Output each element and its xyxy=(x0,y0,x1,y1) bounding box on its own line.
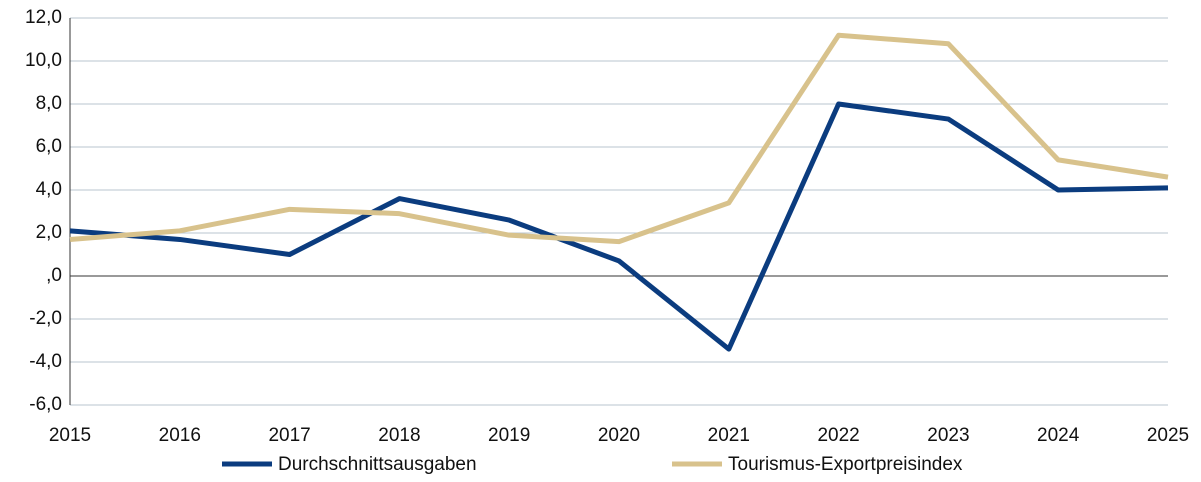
y-tick-label: 10,0 xyxy=(25,50,62,71)
x-tick-label: 2019 xyxy=(488,425,530,446)
y-tick-label: 2,0 xyxy=(36,222,62,243)
x-tick-label: 2023 xyxy=(927,425,969,446)
x-tick-label: 2018 xyxy=(378,425,420,446)
y-tick-label: 6,0 xyxy=(36,136,62,157)
x-tick-label: 2017 xyxy=(268,425,310,446)
y-tick-label: ,0 xyxy=(46,265,62,286)
y-tick-label: 4,0 xyxy=(36,179,62,200)
x-tick-label: 2015 xyxy=(49,425,91,446)
x-tick-label: 2025 xyxy=(1147,425,1189,446)
x-tick-label: 2021 xyxy=(708,425,750,446)
legend-label: Durchschnittsausgaben xyxy=(278,454,477,475)
series-line xyxy=(69,32,1169,245)
y-tick-label: 8,0 xyxy=(36,93,62,114)
x-tick-label: 2022 xyxy=(817,425,859,446)
x-tick-label: 2016 xyxy=(159,425,201,446)
y-tick-label: -6,0 xyxy=(29,394,62,415)
legend-label: Tourismus-Exportpreisindex xyxy=(728,454,963,475)
y-tick-label: -2,0 xyxy=(29,308,62,329)
y-tick-label: 12,0 xyxy=(25,7,62,28)
x-tick-label: 2020 xyxy=(598,425,640,446)
x-tick-label: 2024 xyxy=(1037,425,1080,446)
y-tick-label: -4,0 xyxy=(29,351,62,372)
series-line xyxy=(69,101,1169,352)
